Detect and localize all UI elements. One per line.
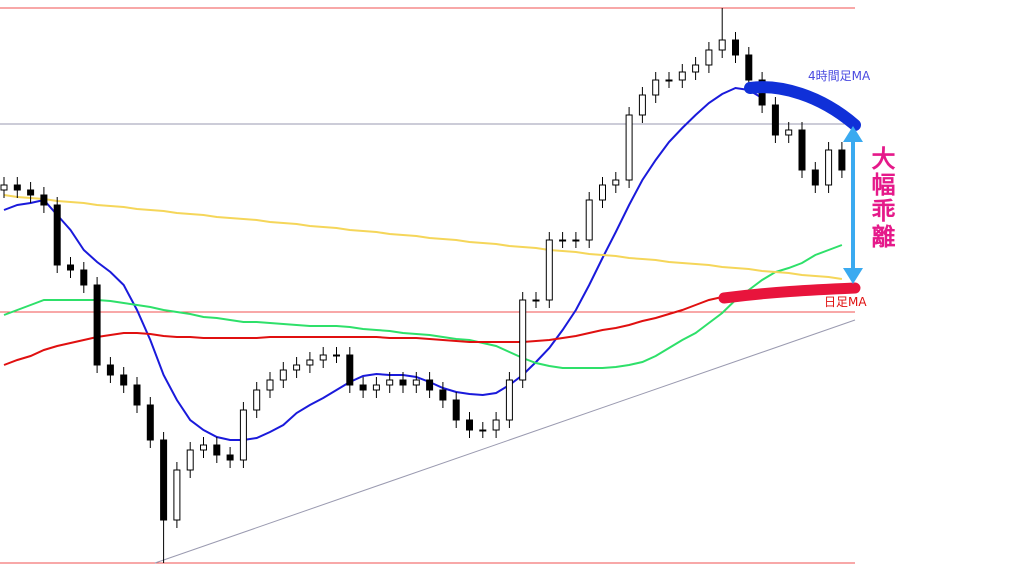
ma-line <box>3 294 736 366</box>
candle-body <box>785 129 793 136</box>
candle-body <box>319 354 327 361</box>
ma-label: 4時間足MA <box>808 69 871 83</box>
candle-body <box>798 129 806 171</box>
candle-body <box>106 364 114 376</box>
candle-body <box>585 199 593 241</box>
plot <box>0 8 846 563</box>
candle-body <box>492 419 500 431</box>
candle-body <box>732 39 739 56</box>
candle-body <box>0 184 8 191</box>
candle-body <box>226 454 234 461</box>
candle-body <box>372 384 380 391</box>
candle-body <box>692 64 700 73</box>
candle-body <box>173 469 181 521</box>
candle-body <box>306 359 314 366</box>
candle-body <box>146 404 154 441</box>
candle-body <box>825 149 833 186</box>
candle-body <box>53 204 61 266</box>
candle-body <box>133 384 141 406</box>
candle-body <box>412 379 420 386</box>
candle-body <box>67 264 74 271</box>
candle-body <box>426 379 434 391</box>
candle-body <box>452 399 460 421</box>
ma-label: 日足MA <box>824 295 867 309</box>
candle-body <box>293 364 301 371</box>
candle-body <box>665 79 673 82</box>
annotation: 大幅乖離 <box>867 146 895 250</box>
candle-body <box>505 379 513 421</box>
ma-line <box>3 86 763 441</box>
candle-body <box>519 299 527 381</box>
candle-body <box>652 79 660 96</box>
candle-body <box>266 379 274 391</box>
highlight-4h <box>744 81 861 131</box>
candle-body <box>612 179 620 186</box>
arrow-head <box>843 268 863 284</box>
candle-body <box>638 94 646 116</box>
candle-body <box>93 284 101 366</box>
candle-body <box>559 239 567 242</box>
candle-body <box>718 39 726 51</box>
candle-body <box>439 389 447 401</box>
candle-body <box>200 444 207 451</box>
candle-body <box>479 429 487 432</box>
candle-body <box>80 269 88 286</box>
candle-body <box>279 369 287 381</box>
candle-body <box>625 114 633 181</box>
candle-body <box>399 379 407 386</box>
candle-body <box>27 189 35 196</box>
candle-body <box>160 439 168 521</box>
candle-body <box>545 239 553 301</box>
candle-body <box>333 354 340 357</box>
ma-line <box>3 194 843 280</box>
candle-body <box>253 389 261 411</box>
ma-line <box>3 244 843 369</box>
candle-body <box>838 149 846 171</box>
levels <box>0 7 856 564</box>
candle-body <box>359 384 367 391</box>
candle-body <box>771 104 779 136</box>
candle-body <box>186 449 194 471</box>
candle-body <box>572 239 580 242</box>
candle-body <box>599 184 606 201</box>
candle-body <box>13 184 21 191</box>
arrow-head <box>843 126 863 142</box>
candle-body <box>346 354 354 386</box>
candle-body <box>239 409 247 461</box>
gap-arrow <box>843 126 863 284</box>
candle-body <box>120 374 128 386</box>
candle-body <box>745 54 753 81</box>
candle-body <box>532 299 540 302</box>
candle-body <box>466 419 473 431</box>
candle-body <box>705 49 713 66</box>
candle-body <box>213 444 221 456</box>
candle-body <box>386 379 394 386</box>
candle-body <box>40 194 48 206</box>
trend-line <box>154 319 856 564</box>
candle-body <box>811 169 819 186</box>
candle-body <box>678 71 686 81</box>
highlight-daily <box>718 282 861 304</box>
